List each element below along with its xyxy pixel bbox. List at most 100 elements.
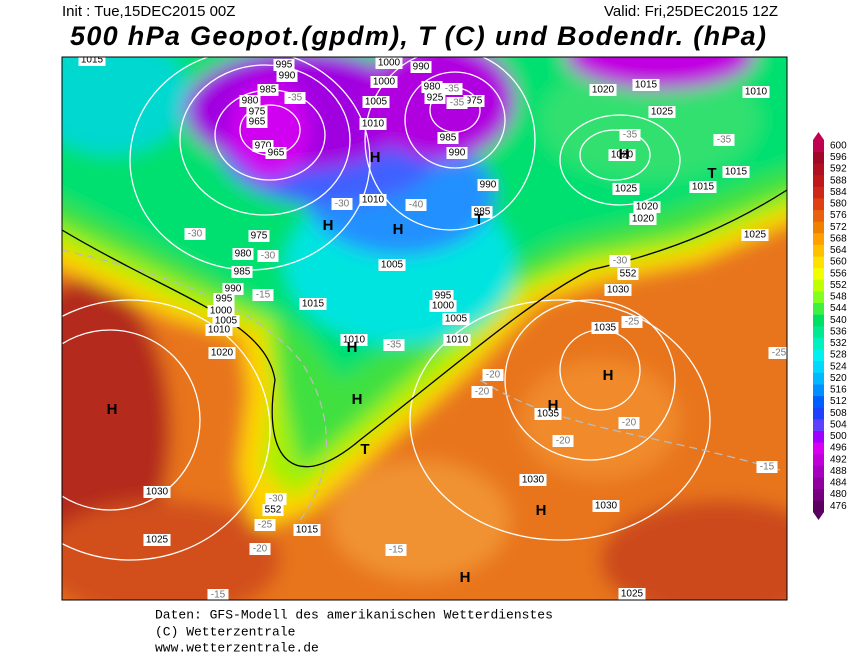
isobar-label: 980 [242,96,259,107]
colorbar: 4764804844884924965005045085125165205245… [813,132,847,520]
isobar-label: 1020 [636,202,659,213]
temperature-label-box [405,199,427,211]
temperature-label: -20 [253,544,268,555]
isobar-label: 1035 [537,409,560,420]
isobar-label-box [589,84,617,96]
isobar-label-box [246,116,268,128]
colorbar-label: 512 [830,396,847,407]
isobar-label: 995 [435,291,452,302]
pressure-center: H [460,569,471,586]
isobar-label-box [410,61,432,73]
temperature-label-box [446,97,468,109]
pressure-center: H [393,221,404,238]
init-time: Init : Tue,15DEC2015 00Z [62,3,235,20]
isobar-label-box [370,76,398,88]
colorbar-label: 564 [830,245,847,256]
isobar-label-box [618,588,646,600]
isobar-label: 990 [449,148,466,159]
isobar-label: 980 [424,82,441,93]
colorbar-swatch [813,291,824,304]
isobar-label-box [608,149,636,161]
isobar-label: 1005 [365,97,388,108]
isobar-label-box [604,284,632,296]
colorbar-swatch [813,500,824,513]
colorbar-swatch [813,198,824,211]
isobar-label-box [276,70,298,82]
colorbar-end [813,132,824,140]
isobar-label-box [293,524,321,536]
colorbar-swatch [813,453,824,466]
temperature-label-box [284,92,306,104]
footer-url: www.wetterzentrale.de [155,640,319,655]
isobar-label-box [741,229,769,241]
colorbar-label: 536 [830,326,847,337]
isobar-label-box [143,486,171,498]
temperature-label: -35 [387,340,402,351]
isobar-label-box [471,206,493,218]
isobar-label: 1025 [621,589,644,600]
colorbar-swatch [813,174,824,187]
isobar-label: 1020 [211,348,234,359]
temperature-label-box [252,289,274,301]
isobar-label: 1015 [692,182,715,193]
isobar-label-box [273,59,295,71]
colorbar-swatch [813,337,824,350]
isobar-label-box [207,305,235,317]
isobar-label: 1005 [381,260,404,271]
isobar-label: 1025 [744,230,767,241]
isobar-label: 990 [413,62,430,73]
colorbar-label: 520 [830,373,847,384]
temperature-label: -25 [772,348,787,359]
isobar-label-box [519,474,547,486]
colorbar-label: 548 [830,292,847,303]
colorbar-swatch [813,163,824,176]
pressure-center: H [347,339,358,356]
isobar-label: 980 [235,249,252,260]
colorbar-swatch [813,279,824,292]
colorbar-swatch [813,465,824,478]
pressure-center: T [707,165,716,182]
isobar-label-box [421,81,443,93]
colorbar-swatch [813,314,824,327]
pressure-center: T [474,211,483,228]
temperature-label-box [254,519,276,531]
temperature-label-box [441,83,463,95]
colorbar-swatch [813,488,824,501]
isobar-label-box [591,322,619,334]
height-label: 552 [620,269,637,280]
temperature-label: -35 [445,84,460,95]
pressure-center: H [548,397,559,414]
temperature-label-box [385,544,407,556]
isobar-label-box [437,132,459,144]
temperature-label-box [619,129,641,141]
colorbar-swatch [813,349,824,362]
pressure-center: T [360,441,369,458]
colorbar-swatch [813,430,824,443]
isobar-label-box [340,334,368,346]
temperature-label-box [621,316,643,328]
isobar-label-box [612,183,640,195]
colorbar-label: 544 [830,303,847,314]
temperature-label: -15 [760,462,775,473]
map-frame [61,56,788,601]
isobar-label-box [443,334,471,346]
temperature-label: -35 [717,135,732,146]
isobar-label-box [143,534,171,546]
isobar-label-box [213,293,235,305]
temperature-label-box [713,134,735,146]
footer-copyright: (C) Wetterzentrale [155,624,295,639]
temperature-label-box [471,386,493,398]
isobar-label-box [246,106,268,118]
isobar-label-box [375,57,403,69]
colorbar-swatch [813,209,824,222]
temperature-label-box [184,228,206,240]
isobar-label-box [534,408,562,420]
isobar-label: 1020 [632,214,655,225]
isobar-label: 1015 [302,299,325,310]
temperature-label-box [618,417,640,429]
colorbar-label: 568 [830,233,847,244]
colorbar-swatch [813,256,824,269]
temperature-label: -35 [450,98,465,109]
isobar-label-box [463,95,485,107]
isobar-label: 985 [260,85,277,96]
